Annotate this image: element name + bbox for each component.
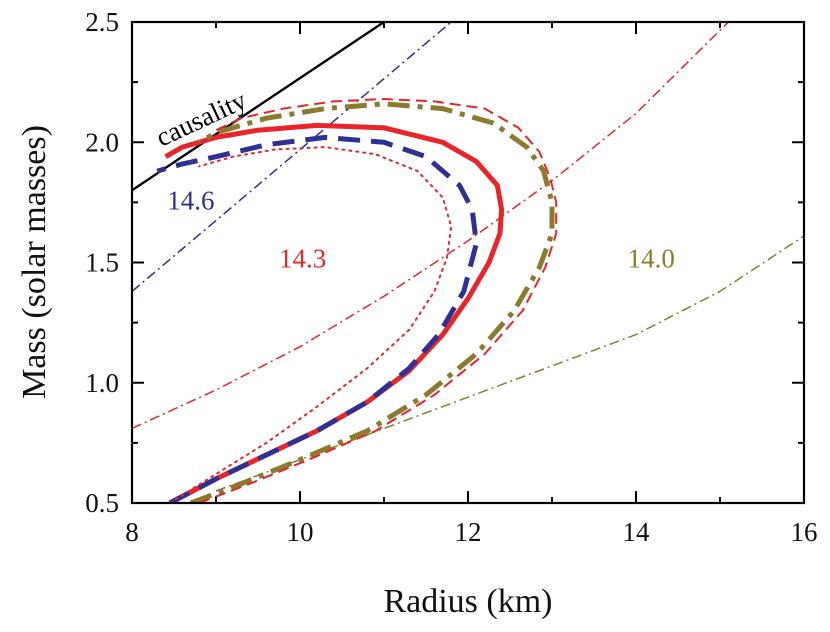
- x-tick-label: 16: [791, 517, 818, 547]
- tick-label-layer: 8 10 12 14 16 0.5 1.0 1.5 2.0 2.5: [85, 7, 817, 547]
- x-tick-label: 14: [623, 517, 651, 547]
- series-line-8-dashed-thin: [198, 98, 558, 503]
- annotation-14-3: 14.3: [279, 243, 326, 273]
- y-tick-label: 2.5: [85, 7, 119, 37]
- y-tick-label: 2.0: [85, 127, 119, 157]
- x-axis-title: Radius (km): [383, 583, 552, 620]
- series-line-5-dashed-thick: [156, 134, 479, 503]
- series-line-0-solid-thin: [132, 22, 385, 192]
- series-line-3-dashdot-thin: [215, 235, 804, 492]
- series-layer: [132, 22, 804, 503]
- series-line-1-dashdot-thin: [132, 22, 452, 292]
- x-tick-label: 12: [455, 517, 482, 547]
- series-line-6-dotted: [168, 146, 453, 503]
- tick-layer: [131, 21, 805, 504]
- x-tick-label: 8: [125, 517, 139, 547]
- annotation-14-6: 14.6: [167, 186, 214, 216]
- x-tick-label: 10: [287, 517, 314, 547]
- annotation-14-0: 14.0: [628, 243, 675, 273]
- y-tick-label: 0.5: [85, 488, 119, 518]
- y-axis-title: Mass (solar masses): [16, 125, 53, 399]
- y-tick-label: 1.0: [85, 368, 119, 398]
- series-line-7-dashdot-thick: [189, 101, 555, 503]
- series-line-2-dashdot-thin: [132, 22, 729, 430]
- y-tick-label: 1.5: [85, 248, 119, 278]
